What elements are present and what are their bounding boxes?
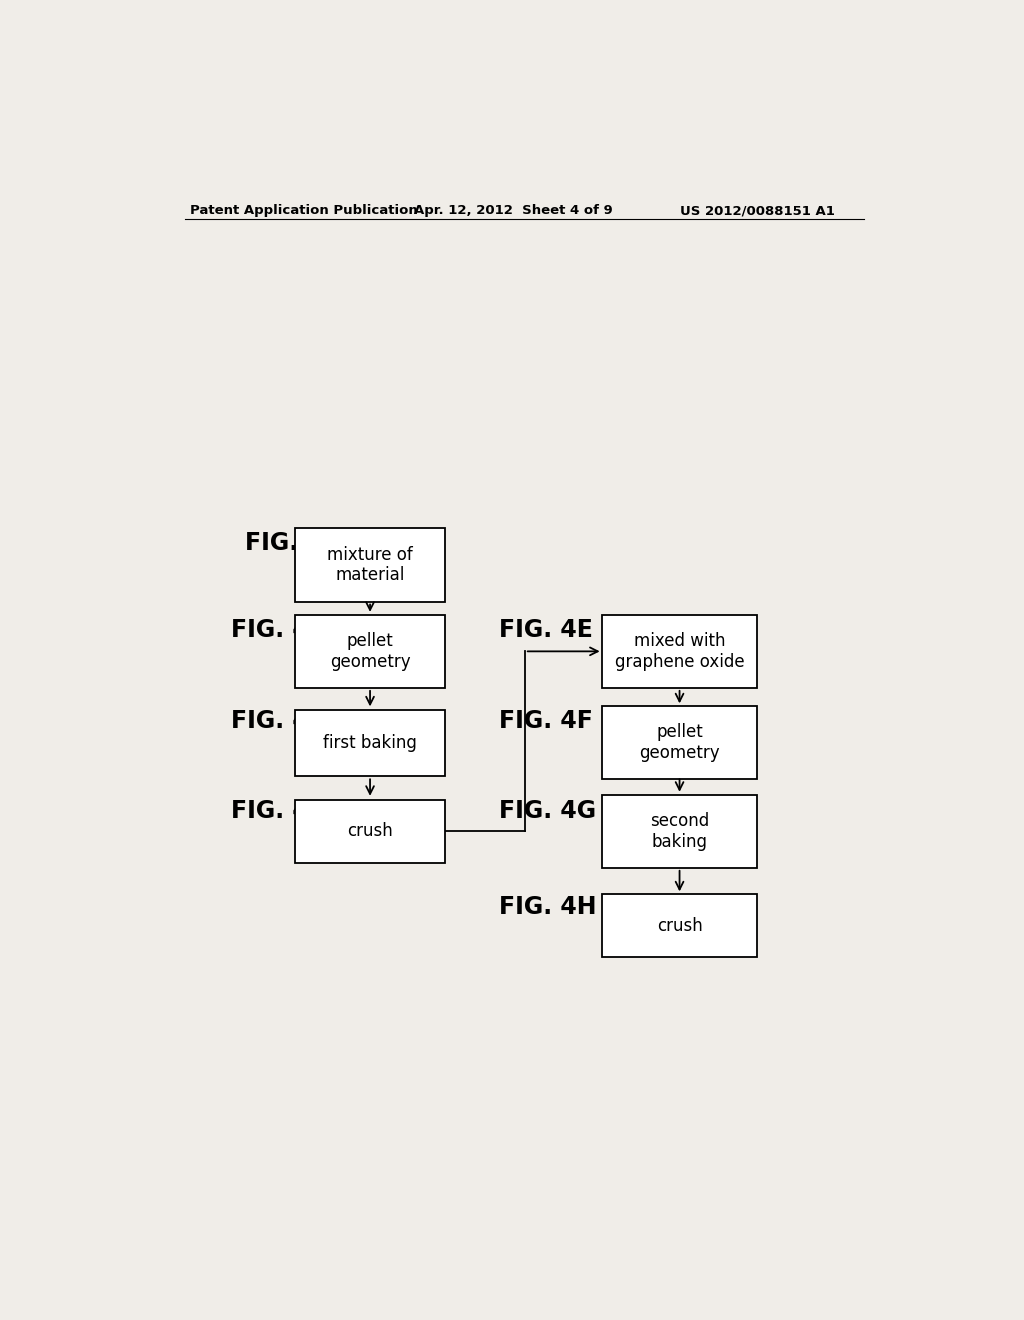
Text: FIG. 4H: FIG. 4H [500, 895, 597, 920]
FancyBboxPatch shape [602, 706, 757, 779]
Text: crush: crush [656, 917, 702, 935]
FancyBboxPatch shape [295, 528, 445, 602]
FancyBboxPatch shape [295, 710, 445, 776]
Text: FIG. 4E: FIG. 4E [500, 618, 593, 642]
Text: FIG. 4B: FIG. 4B [231, 618, 327, 642]
Text: Patent Application Publication: Patent Application Publication [189, 205, 418, 216]
Text: FIG. 4D: FIG. 4D [231, 799, 329, 822]
Text: mixed with
graphene oxide: mixed with graphene oxide [614, 632, 744, 671]
Text: mixture of
material: mixture of material [328, 545, 413, 585]
Text: pellet
geometry: pellet geometry [639, 723, 720, 762]
Text: first baking: first baking [324, 734, 417, 752]
FancyBboxPatch shape [602, 615, 757, 688]
FancyBboxPatch shape [295, 800, 445, 863]
FancyBboxPatch shape [295, 615, 445, 688]
Text: second
baking: second baking [650, 812, 710, 850]
Text: FIG. 4C: FIG. 4C [231, 709, 327, 734]
Text: pellet
geometry: pellet geometry [330, 632, 411, 671]
Text: Apr. 12, 2012  Sheet 4 of 9: Apr. 12, 2012 Sheet 4 of 9 [414, 205, 612, 216]
Text: crush: crush [347, 822, 393, 841]
Text: FIG. 4G: FIG. 4G [500, 799, 597, 822]
FancyBboxPatch shape [602, 894, 757, 957]
Text: FIG. 4A: FIG. 4A [246, 531, 341, 554]
Text: FIG. 4F: FIG. 4F [500, 709, 593, 734]
Text: US 2012/0088151 A1: US 2012/0088151 A1 [680, 205, 835, 216]
FancyBboxPatch shape [602, 795, 757, 867]
